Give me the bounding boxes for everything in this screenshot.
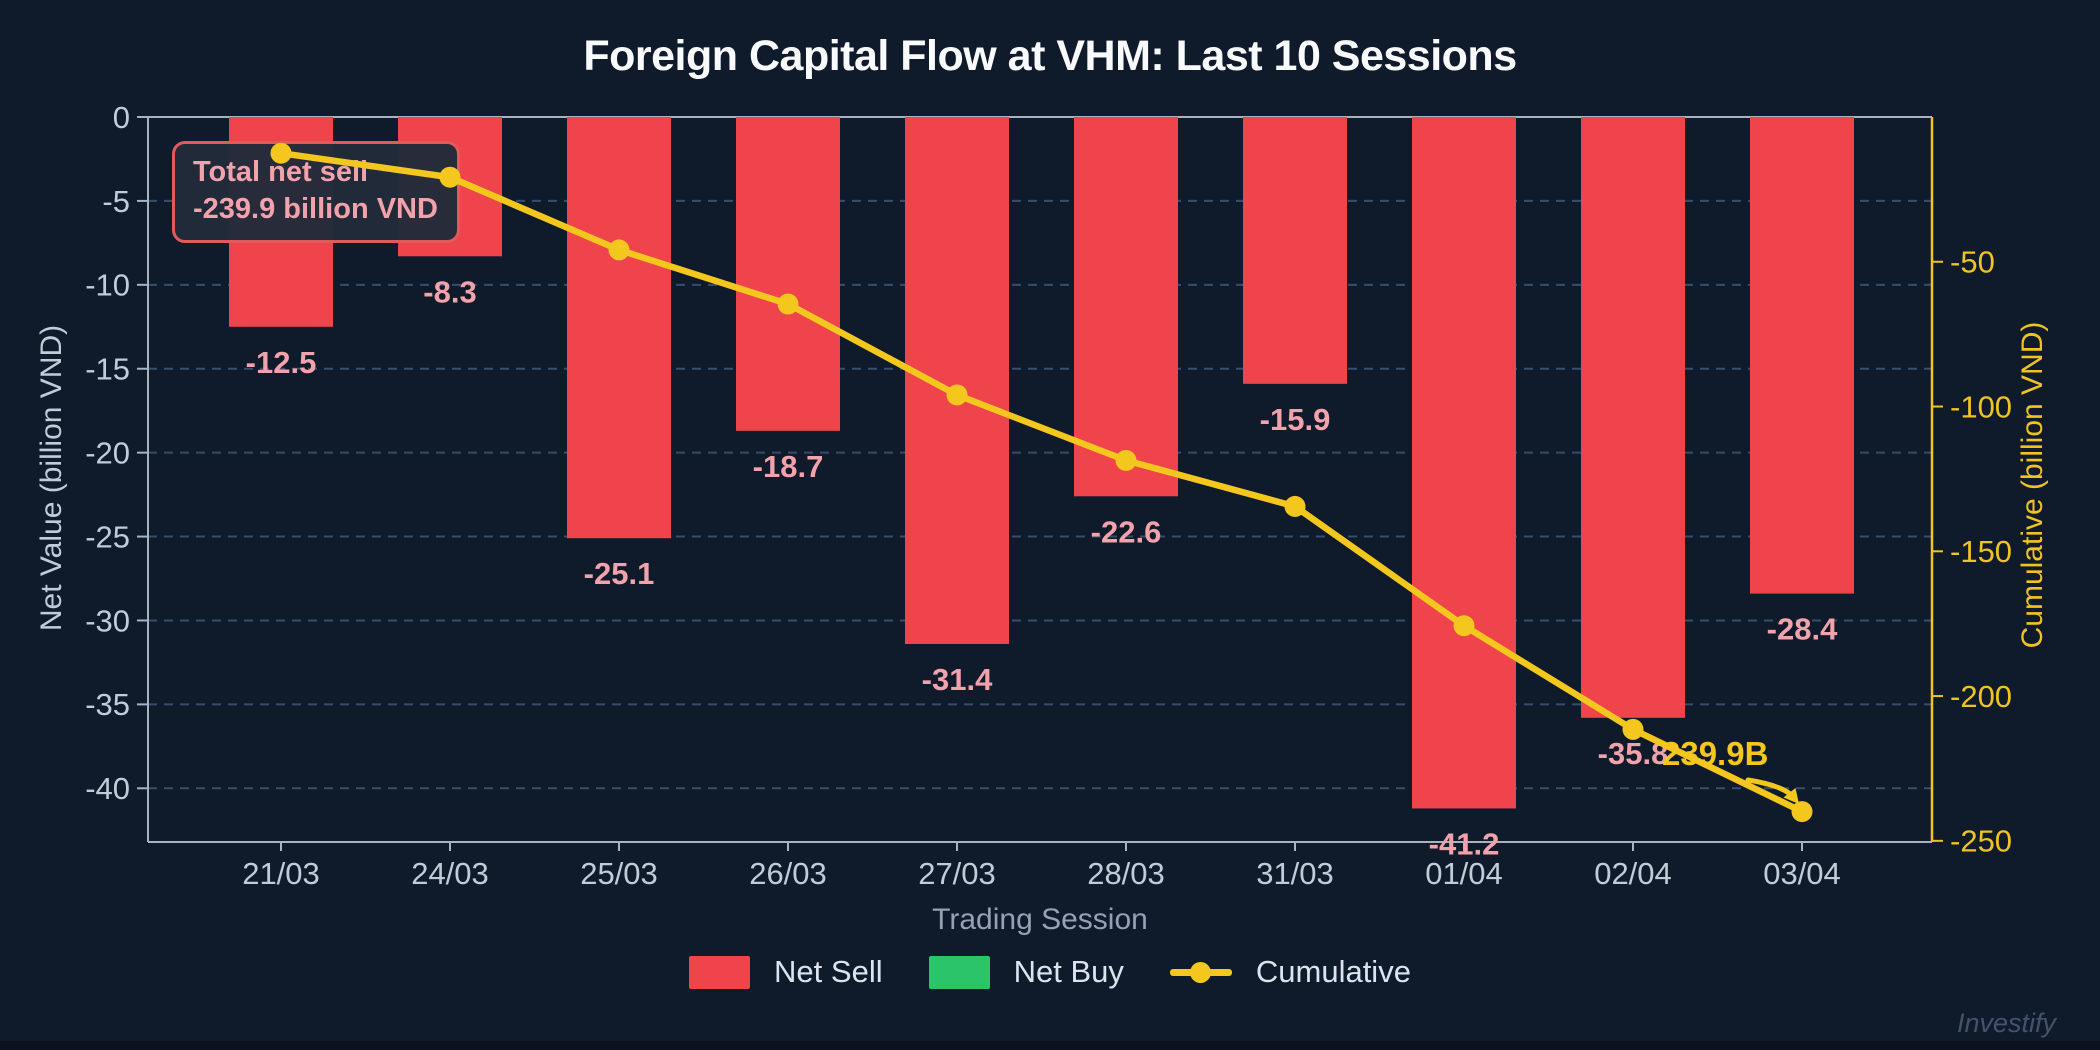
annotation-line2: -239.9 billion VND	[193, 193, 438, 225]
legend-label-net-buy: Net Buy	[1013, 954, 1124, 989]
annotation-arrowhead	[1783, 788, 1799, 804]
bar-value-label: -31.4	[922, 662, 993, 697]
final-cumulative-label: 239.9B	[1662, 735, 1769, 772]
bar-28/03	[1074, 117, 1178, 497]
legend: Net Sell Net Buy Cumulative	[0, 954, 2100, 990]
right-tick-label: -150	[1950, 534, 2012, 569]
bar-value-label: -22.6	[1091, 514, 1162, 549]
left-y-axis-title: Net Value (billion VND)	[35, 324, 68, 632]
x-tick-label: 27/03	[918, 856, 996, 891]
annotation-line1: Total net sell	[193, 156, 369, 188]
x-tick-label: 26/03	[749, 856, 827, 891]
cumulative-point-02/04	[1622, 718, 1644, 740]
bar-value-label: -8.3	[423, 274, 476, 309]
bar-value-label: -41.2	[1429, 826, 1500, 861]
right-tick-label: -50	[1950, 245, 1995, 280]
right-tick-label: -100	[1950, 389, 2012, 424]
x-tick-label: 24/03	[411, 856, 489, 891]
right-y-axis-title: Cumulative (billion VND)	[2016, 321, 2049, 649]
legend-label-cumulative: Cumulative	[1255, 954, 1411, 989]
x-tick-label: 02/04	[1594, 856, 1672, 891]
bar-value-label: -25.1	[584, 556, 655, 591]
total-net-sell-annotation: Total net sell -239.9 billion VND	[172, 141, 460, 243]
legend-item-net-buy: Net Buy	[928, 954, 1124, 990]
bar-25/03	[567, 117, 671, 539]
cumulative-point-31/03	[1284, 495, 1306, 517]
right-tick-label: -250	[1950, 824, 2012, 859]
left-tick-label: -15	[85, 352, 130, 387]
left-tick-label: -20	[85, 435, 130, 470]
cumulative-point-03/04	[1791, 801, 1813, 823]
legend-item-net-sell: Net Sell	[689, 954, 883, 990]
bar-31/03	[1243, 117, 1347, 384]
cumulative-point-28/03	[1115, 449, 1137, 471]
x-tick-label: 25/03	[580, 856, 658, 891]
left-tick-label: -30	[85, 603, 130, 638]
left-tick-label: -5	[102, 184, 130, 219]
cumulative-line	[277, 149, 1806, 815]
left-tick-label: -10	[85, 268, 130, 303]
x-axis-title: Trading Session	[932, 903, 1148, 936]
footer-strip	[0, 1041, 2100, 1050]
x-tick-label: 21/03	[242, 856, 320, 891]
legend-label-net-sell: Net Sell	[774, 954, 883, 989]
x-tick-label: 31/03	[1256, 856, 1334, 891]
cumulative-line-marker-icon	[1169, 956, 1232, 989]
bar-value-label: -12.5	[246, 345, 317, 380]
bar-02/04	[1581, 117, 1685, 718]
x-tick-label: 28/03	[1087, 856, 1165, 891]
left-tick-label: 0	[113, 100, 130, 135]
legend-item-cumulative: Cumulative	[1169, 954, 1411, 990]
x-tick-label: 01/04	[1425, 856, 1503, 891]
cumulative-point-01/04	[1453, 615, 1475, 637]
bar-value-label: -18.7	[753, 449, 824, 484]
left-tick-label: -40	[85, 771, 130, 806]
chart-title: Foreign Capital Flow at VHM: Last 10 Ses…	[583, 32, 1517, 80]
net-sell-swatch	[689, 955, 751, 989]
x-tick-label: 03/04	[1763, 856, 1841, 891]
bar-26/03	[736, 117, 840, 431]
cumulative-point-27/03	[946, 384, 968, 406]
bar-03/04	[1750, 117, 1854, 594]
annotation-arrow	[1745, 777, 1798, 802]
net-buy-swatch	[928, 955, 990, 989]
bar-value-label: -35.8	[1598, 736, 1669, 771]
right-tick-label: -200	[1950, 679, 2012, 714]
left-tick-label: -25	[85, 519, 130, 554]
cumulative-point-26/03	[777, 293, 799, 315]
watermark: Investify	[1956, 1008, 2056, 1038]
bar-27/03	[905, 117, 1009, 644]
bar-value-label: -15.9	[1260, 402, 1331, 437]
left-tick-label: -35	[85, 687, 130, 722]
bar-value-label: -28.4	[1767, 612, 1838, 647]
cumulative-point-25/03	[608, 239, 630, 261]
bar-01/04	[1412, 117, 1516, 809]
